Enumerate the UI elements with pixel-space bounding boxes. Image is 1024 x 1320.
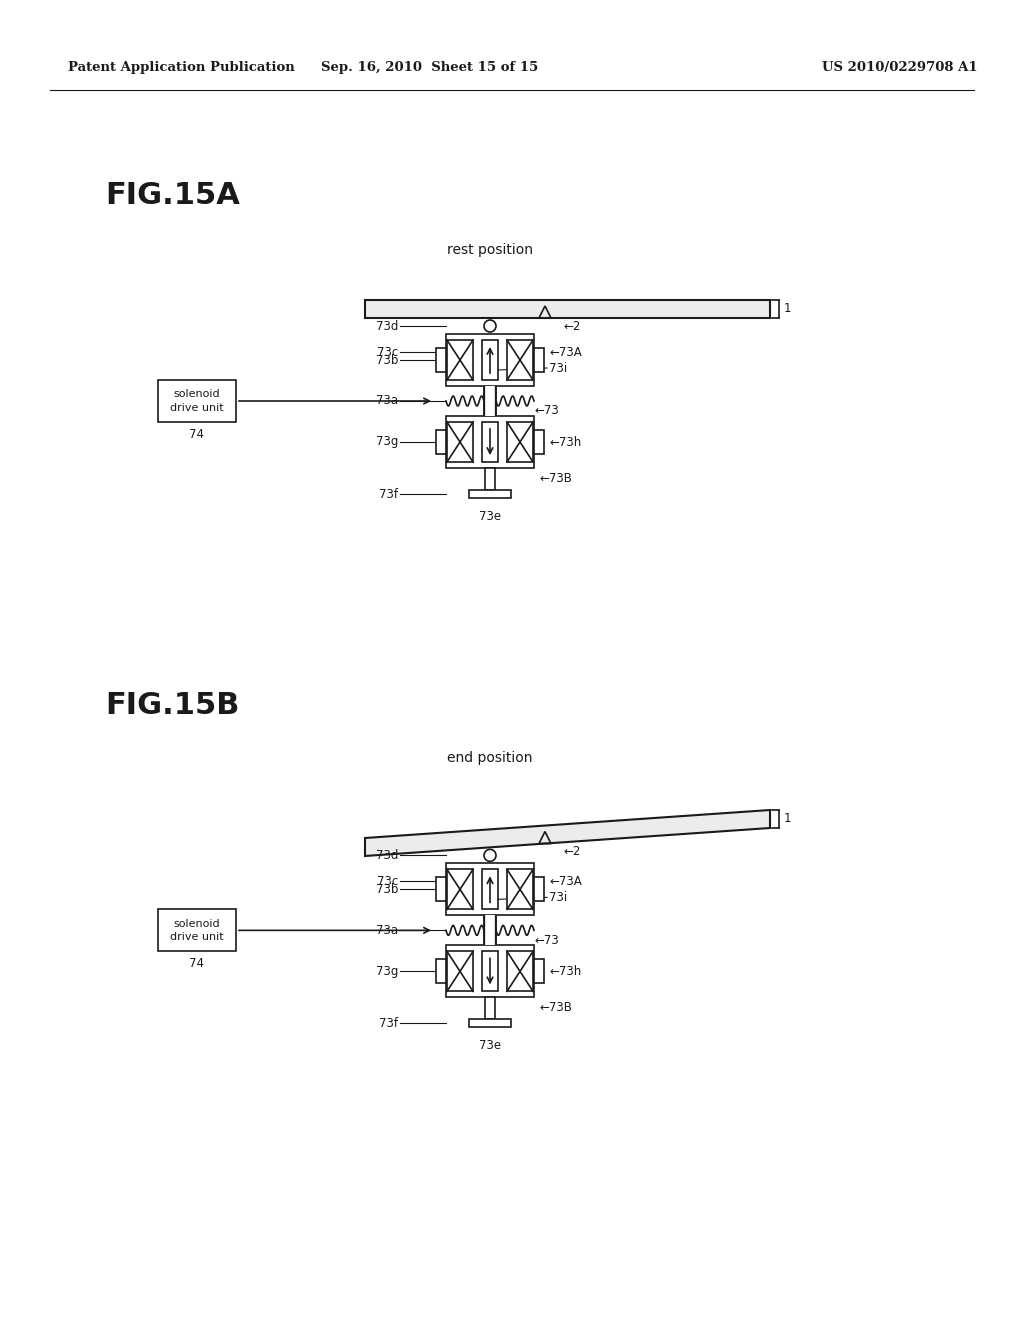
Text: ←73: ←73 xyxy=(534,404,559,417)
Polygon shape xyxy=(365,810,770,855)
Text: 1: 1 xyxy=(784,302,792,315)
Text: 73i: 73i xyxy=(549,891,567,904)
Bar xyxy=(447,952,473,991)
Text: 73d: 73d xyxy=(376,849,398,862)
Bar xyxy=(365,300,770,318)
Circle shape xyxy=(484,849,496,862)
Bar xyxy=(507,422,534,462)
Bar xyxy=(158,380,236,422)
Text: ←73A: ←73A xyxy=(549,346,582,359)
Text: 73c: 73c xyxy=(377,875,398,888)
Text: 73b: 73b xyxy=(376,354,398,367)
Text: FIG.15A: FIG.15A xyxy=(105,181,240,210)
Text: 73c: 73c xyxy=(377,346,398,359)
Bar xyxy=(447,422,473,462)
Text: 1: 1 xyxy=(784,813,792,825)
Text: 73e: 73e xyxy=(479,510,501,523)
Bar xyxy=(534,348,544,372)
Bar xyxy=(534,430,544,454)
Text: 73f: 73f xyxy=(379,487,398,500)
Text: ←2: ←2 xyxy=(563,845,581,858)
Text: ←73B: ←73B xyxy=(539,1001,571,1014)
Bar xyxy=(507,952,534,991)
Text: 73a: 73a xyxy=(376,395,398,408)
Bar xyxy=(485,469,495,490)
Text: end position: end position xyxy=(447,751,532,766)
Bar xyxy=(446,334,534,385)
Text: ←73B: ←73B xyxy=(539,471,571,484)
Text: 73d: 73d xyxy=(376,319,398,333)
Text: 73f: 73f xyxy=(379,1016,398,1030)
Text: 74: 74 xyxy=(189,957,205,970)
Text: 73i: 73i xyxy=(549,362,567,375)
Text: 73b: 73b xyxy=(376,883,398,896)
Text: ←73h: ←73h xyxy=(549,436,582,449)
Bar xyxy=(507,870,534,909)
Text: 73g: 73g xyxy=(376,436,398,449)
Bar xyxy=(469,1019,511,1027)
Text: ←73A: ←73A xyxy=(549,875,582,888)
Bar xyxy=(436,960,446,983)
Text: FIG.15B: FIG.15B xyxy=(105,690,240,719)
Bar xyxy=(436,348,446,372)
Text: solenoid
drive unit: solenoid drive unit xyxy=(170,919,224,942)
Bar xyxy=(534,878,544,902)
Text: Patent Application Publication: Patent Application Publication xyxy=(68,62,295,74)
Bar xyxy=(446,945,534,998)
Bar xyxy=(469,490,511,498)
Bar xyxy=(534,960,544,983)
Bar xyxy=(482,341,498,380)
Bar xyxy=(446,416,534,469)
Bar xyxy=(446,863,534,915)
Text: Sep. 16, 2010  Sheet 15 of 15: Sep. 16, 2010 Sheet 15 of 15 xyxy=(322,62,539,74)
Text: ←73: ←73 xyxy=(534,933,559,946)
Bar xyxy=(482,422,498,462)
Text: rest position: rest position xyxy=(447,243,534,257)
Text: 73e: 73e xyxy=(479,1039,501,1052)
Bar xyxy=(436,430,446,454)
Text: 73a: 73a xyxy=(376,924,398,937)
Text: ←73h: ←73h xyxy=(549,965,582,978)
Text: ←2: ←2 xyxy=(563,319,581,333)
Text: 74: 74 xyxy=(189,428,205,441)
Text: US 2010/0229708 A1: US 2010/0229708 A1 xyxy=(822,62,978,74)
Bar xyxy=(158,909,236,952)
Bar xyxy=(436,878,446,902)
Bar xyxy=(447,341,473,380)
Bar xyxy=(485,998,495,1019)
Bar xyxy=(447,870,473,909)
Circle shape xyxy=(484,319,496,333)
Text: 73g: 73g xyxy=(376,965,398,978)
Text: solenoid
drive unit: solenoid drive unit xyxy=(170,389,224,413)
Bar xyxy=(482,870,498,909)
Bar xyxy=(482,952,498,991)
Bar xyxy=(507,341,534,380)
